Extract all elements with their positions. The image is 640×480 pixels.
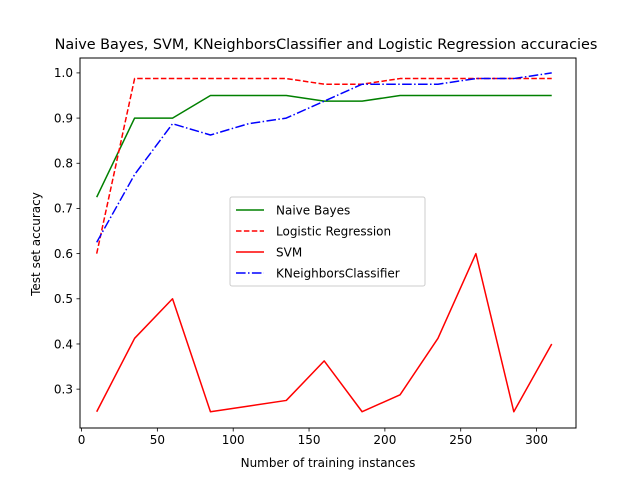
x-tick-label: 250	[449, 433, 472, 447]
y-tick-label: 0.3	[54, 382, 73, 396]
plot-lines	[95, 72, 553, 413]
plot-frame	[79, 57, 577, 429]
x-tick-label: 300	[525, 433, 548, 447]
series-line-svm	[96, 252, 553, 413]
legend-label-logistic-regression: Logistic Regression	[276, 225, 391, 239]
y-tick-label: 0.5	[54, 292, 73, 306]
y-tick-label: 0.6	[54, 247, 73, 261]
y-tick-label: 0.9	[54, 111, 73, 125]
y-tick-label: 1.0	[54, 66, 73, 80]
x-axis-ticks: 0 50 100 150 200 250 300	[78, 428, 548, 447]
y-tick-label: 0.7	[54, 202, 73, 216]
y-tick-label: 0.8	[54, 157, 73, 171]
x-axis-label: Number of training instances	[241, 456, 416, 470]
y-tick-label: 0.4	[54, 337, 73, 351]
y-axis-label: Test set accuracy	[29, 192, 43, 297]
legend-label-kneighborsclassifier: KNeighborsClassifier	[276, 267, 400, 281]
y-axis-ticks: 0.3 0.4 0.5 0.6 0.7 0.8 0.9 1.0	[54, 66, 80, 396]
x-tick-label: 200	[373, 433, 396, 447]
series-line-logistic-regression	[95, 77, 552, 254]
legend-label-svm: SVM	[276, 246, 302, 260]
legend: Naive Bayes Logistic Regression SVM KNeighb…	[229, 196, 426, 287]
legend-label-naive-bayes: Naive Bayes	[276, 204, 350, 218]
legend-box	[229, 196, 426, 287]
chart-title: Naive Bayes, SVM, KNeighborsClassifier a…	[55, 37, 598, 53]
x-tick-label: 100	[222, 433, 245, 447]
x-tick-label: 150	[298, 433, 321, 447]
x-tick-label: 50	[150, 433, 165, 447]
x-tick-label: 0	[78, 433, 86, 447]
series-line-naive-bayes	[96, 94, 552, 198]
